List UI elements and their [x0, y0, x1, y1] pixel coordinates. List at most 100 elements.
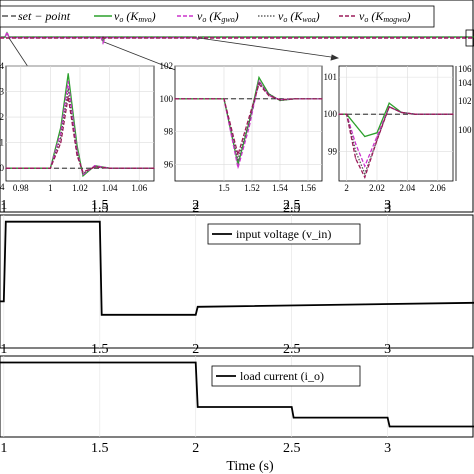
- panel_input-xtick-label: 2.5: [283, 201, 301, 216]
- panel_load-legend-label: load current (i_o): [240, 369, 324, 383]
- zoom-arrow-3: [198, 37, 339, 59]
- panel_input-xtick-label: 2: [192, 201, 199, 216]
- inset_1-series-point: [67, 73, 69, 75]
- inset_1-xtick-label: 0.98: [13, 183, 29, 193]
- inset_2-series-point: [174, 98, 176, 100]
- inset_1-series-point: [76, 154, 78, 157]
- output-voltage-panel: set − point vo (Kmvo) vo (Kgwo) vo (Kwoa…: [0, 0, 474, 213]
- panel_input-xtick-label: 1.5: [91, 201, 109, 216]
- legend: set − point vo (Kmvo) vo (Kgwo) vo (Kwoa…: [0, 5, 435, 28]
- inset_3-ytick-label: 99: [328, 146, 338, 156]
- inset_3-series-point: [338, 113, 340, 115]
- inset_3-series-point: [376, 132, 378, 134]
- load-current-panel: 1 1.5 2 2.5 3 load current (i_o): [0, 342, 474, 438]
- inset_1-ytick-label: 100: [0, 163, 5, 173]
- legend-label-setpoint: set − point: [18, 9, 71, 23]
- panel_load-signal-line: [0, 361, 474, 428]
- inset_2-series-point: [258, 83, 260, 85]
- inset_2-series-point: [258, 76, 260, 79]
- top-panel-xtick-label: 1.5: [91, 198, 109, 213]
- inset_2-series-point: [237, 167, 239, 169]
- panel_load-xtick-label: 2.5: [283, 342, 301, 357]
- inset_1-series-point: [82, 175, 84, 177]
- inset_3-series-point: [364, 176, 366, 178]
- inset_3-ytick-label: 100: [324, 109, 338, 119]
- top-panel-xtick-label: 3: [384, 198, 391, 213]
- inset_1-ytick-label: 102: [0, 112, 4, 122]
- inset_2-xtick-label: 1.54: [272, 183, 288, 193]
- panel_input-xtick-label: 1: [0, 201, 7, 216]
- inset_3-series-point: [346, 113, 348, 115]
- inset_1-series-point: [67, 88, 69, 90]
- inset-1: 100 101 102 103 104 0.98 1 1.02 1.04 1.06: [0, 61, 155, 193]
- inset_2-series-point: [248, 121, 250, 123]
- panel_input-xtick-label: 3: [384, 201, 391, 216]
- panel_input-frame: [0, 214, 474, 349]
- inset_2-series-point: [248, 126, 250, 128]
- inset_3-series-point: [364, 165, 366, 167]
- input-voltage-panel: 1 1.5 2 2.5 3 input voltage (v_in): [0, 201, 474, 349]
- inset1-partial-tick: 4: [0, 182, 5, 192]
- inset_3-ytick-label: 101: [324, 72, 338, 82]
- inset_1-ytick-label: 103: [0, 87, 5, 97]
- bottom-xtick-label: 3: [384, 441, 391, 456]
- inset_2-series-point: [279, 99, 281, 101]
- inset_1-xtick-label: 1: [48, 183, 53, 193]
- inset_3-series-point: [376, 135, 378, 138]
- inset_2-xtick-label: 1.52: [244, 183, 260, 193]
- inset_1-series-point: [82, 174, 84, 176]
- inset_1-series-point: [67, 96, 69, 98]
- inset_1-ytick-label: 101: [0, 138, 4, 148]
- x-axis-title: Time (s): [226, 459, 274, 474]
- inset_3-series-point: [414, 113, 416, 115]
- inset_3-series-point: [376, 139, 378, 141]
- inset_2-xtick-label: 1.56: [300, 183, 316, 193]
- panel_load-xtick-label: 1.5: [91, 342, 109, 357]
- inset_2-ytick-label: 102: [160, 61, 174, 71]
- panel_input-legend-box: [207, 223, 361, 245]
- inset_3-series-point: [388, 106, 390, 108]
- inset_2-series-point: [293, 98, 295, 100]
- inset_2-series-point: [237, 159, 239, 161]
- inset-3: 99 100 101 2 2.02 2.04 2.06: [324, 65, 454, 193]
- inset_2-series-point: [268, 93, 270, 95]
- top-panel-frame: [0, 0, 474, 213]
- inset_2-series-point: [248, 116, 250, 118]
- inset_2-series-point: [237, 154, 239, 156]
- inset-right-ytick-label: 104: [458, 78, 472, 88]
- inset_2-series-point: [321, 98, 323, 100]
- inset_3-series-point: [355, 143, 357, 145]
- inset_1-ytick-label: 104: [0, 61, 5, 71]
- inset_2-xtick-label: 1.5: [218, 183, 230, 193]
- zoom-arrow-3-head: [330, 54, 340, 61]
- inset_2-ytick-label: 100: [160, 94, 174, 104]
- inset_1-series-point: [94, 165, 96, 167]
- inset_1-series-point: [82, 171, 84, 173]
- inset-right-ytick-label: 106: [458, 64, 472, 74]
- inset_3-frame: [338, 65, 454, 182]
- inset_3-series-point: [364, 135, 366, 138]
- inset_2-series-point: [223, 98, 225, 100]
- inset_3-xtick-label: 2: [344, 183, 349, 193]
- inset_1-series-point: [60, 142, 62, 144]
- inset-right-ytick-label: 102: [458, 96, 472, 106]
- inset_1-xtick-label: 1.04: [102, 183, 118, 193]
- legend-box: [0, 5, 435, 28]
- inset_1-series-point: [67, 80, 69, 82]
- bottom-xtick-label: 2: [192, 441, 199, 456]
- inset-right-partial: 106 104 102 100: [455, 64, 472, 181]
- inset_3-series-point: [355, 124, 357, 126]
- top-panel-x-ticks: 1 1.5 2 2.5 3 1 1.5 2 2.5 3: [0, 198, 391, 456]
- inset_3-xtick-label: 2.02: [369, 183, 385, 193]
- inset_2-series-point: [258, 81, 260, 84]
- panel_load-frame: [0, 355, 474, 438]
- inset_3-series-point: [400, 111, 402, 113]
- inset_1-xtick-label: 1.02: [72, 183, 88, 193]
- top-panel-xtick-label: 1: [0, 198, 7, 213]
- inset_1-series-point: [5, 167, 7, 169]
- inset_1-series-point: [76, 149, 78, 151]
- inset_3-series-line: [339, 105, 453, 180]
- inset-2: 96 98 100 102 1.5 1.52 1.54 1.56: [160, 61, 323, 193]
- inset_2-series-point: [258, 80, 260, 82]
